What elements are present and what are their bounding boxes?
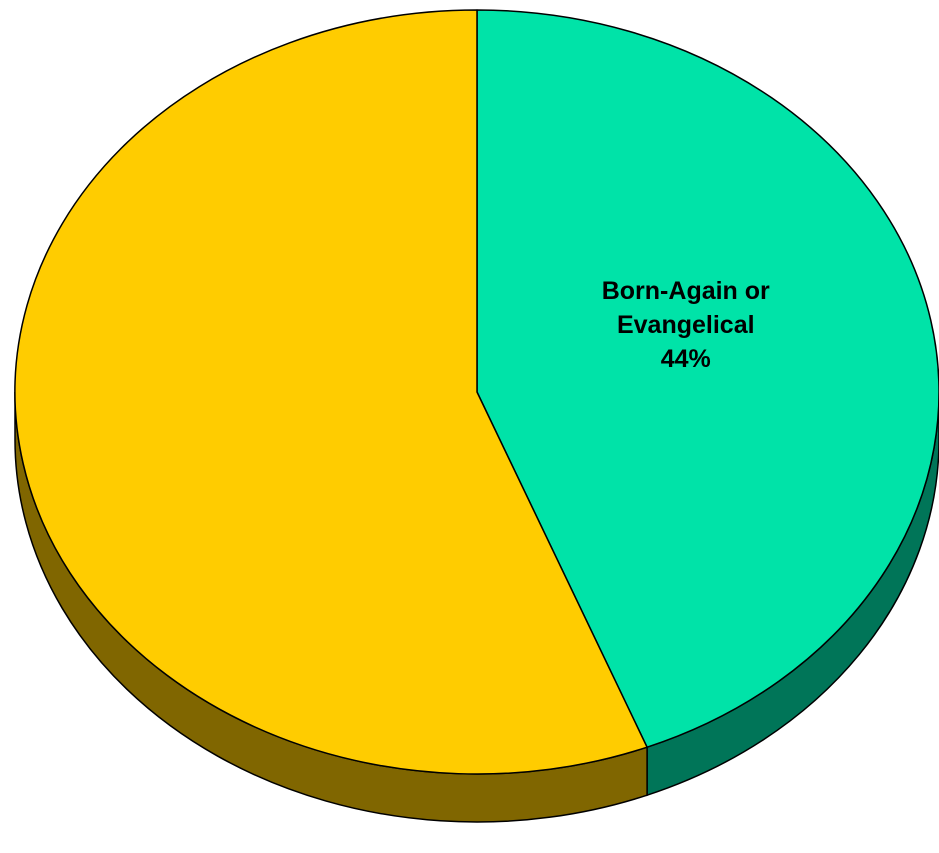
pie-slice-label-0: Born-Again or Evangelical 44% xyxy=(602,277,770,373)
pie-label-line: Evangelical xyxy=(617,311,755,339)
pie-label-line: Born-Again or xyxy=(602,277,770,305)
pie-slice-1 xyxy=(14,9,648,775)
pie-slice-0 xyxy=(476,9,939,748)
pie-value-label: 44% xyxy=(661,345,711,373)
pie-labels: Born-Again or Evangelical 44% xyxy=(602,277,770,373)
pie-slices xyxy=(14,9,939,775)
